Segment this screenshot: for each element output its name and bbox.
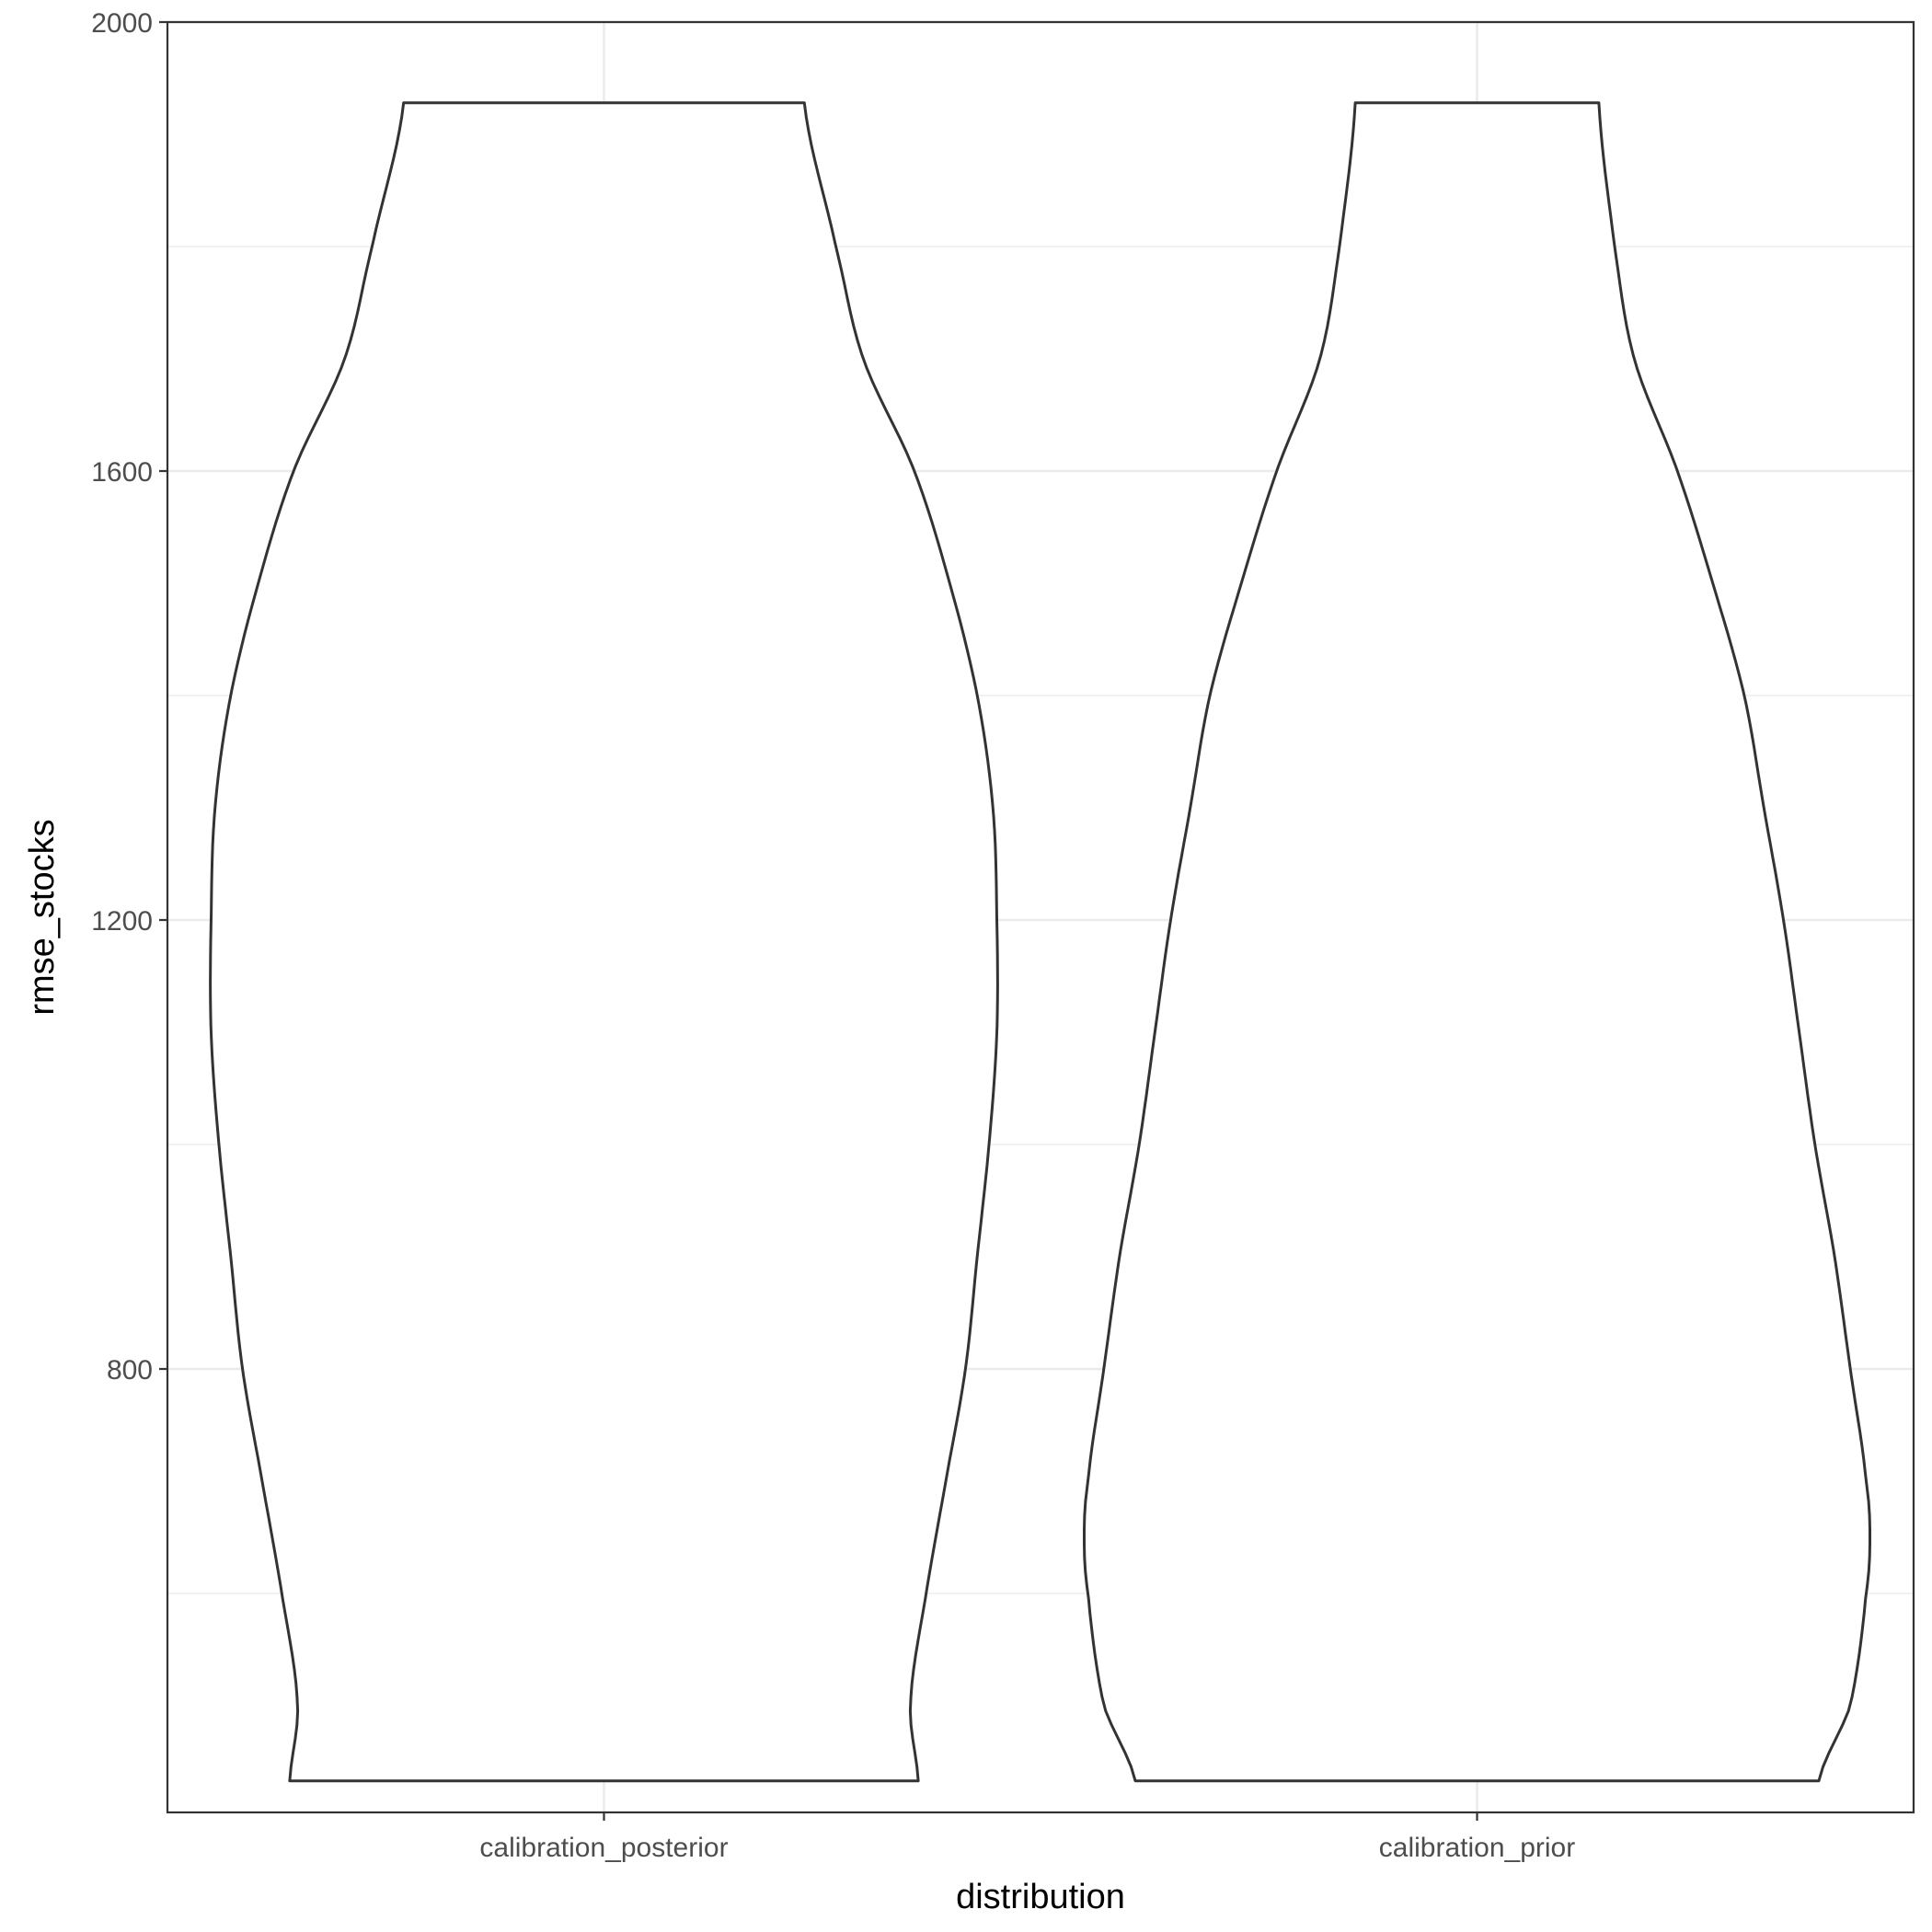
- violin-calibration-posterior: [209, 101, 999, 1783]
- x-tick-label: calibration_prior: [1379, 1833, 1575, 1863]
- y-tick-label: 1600: [91, 457, 153, 488]
- violins: [209, 101, 1871, 1783]
- x-axis-title: distribution: [956, 1878, 1125, 1916]
- violin-calibration-prior: [1083, 101, 1871, 1783]
- y-tick-label: 800: [107, 1355, 153, 1386]
- panel-border: [166, 20, 1915, 1814]
- axes: 800 1200 1600 2000 calibration_posterior cali…: [91, 8, 1575, 1863]
- y-axis-title: rmse_stocks: [23, 819, 62, 1015]
- y-tick-label: 1200: [91, 906, 153, 937]
- x-tick-label: calibration_posterior: [479, 1833, 728, 1863]
- y-tick-label: 2000: [91, 8, 153, 39]
